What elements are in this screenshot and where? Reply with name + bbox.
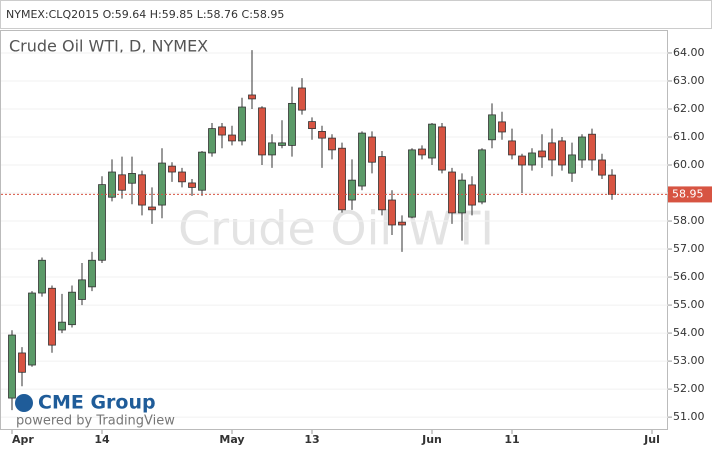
candle-body [418, 148, 426, 156]
candle-body [298, 87, 306, 111]
candle-body [128, 173, 136, 184]
candle-body [318, 131, 326, 139]
candle-body [608, 174, 616, 195]
y-tick-label: 51.00 [673, 410, 705, 423]
y-tick-label: 62.00 [673, 102, 705, 115]
logo: CME Group [38, 392, 156, 414]
candle-body [238, 106, 246, 142]
chart-title: Crude Oil WTI, D, NYMEX [9, 37, 208, 56]
candle-body [158, 162, 166, 206]
x-tick-label: Apr [12, 433, 34, 446]
candle-body [248, 94, 256, 100]
candle-body [328, 137, 336, 151]
candle-body [338, 147, 346, 211]
last-price-box [668, 186, 712, 203]
candle-body [508, 140, 516, 156]
candle-body [428, 123, 436, 159]
candle-body [398, 221, 406, 226]
candle-body [408, 149, 416, 218]
candle-body [278, 142, 286, 146]
y-tick-label: 55.00 [673, 298, 705, 311]
candle-body [198, 151, 206, 191]
candle-body [18, 352, 26, 373]
x-tick-label: 13 [304, 433, 319, 446]
candle-body [108, 171, 116, 198]
candle-body [538, 150, 546, 158]
x-tick-label: 11 [504, 433, 519, 446]
candle-body [498, 121, 506, 133]
candle-body [368, 136, 376, 163]
candle-body [488, 114, 496, 141]
x-tick-label: 14 [94, 433, 110, 446]
candle-body [28, 292, 36, 366]
candle-body [38, 259, 46, 294]
candle-body [358, 132, 366, 187]
candle-body [138, 174, 146, 206]
candle-body [78, 279, 86, 300]
candle-body [218, 126, 226, 136]
header-bar [0, 0, 712, 29]
logo-icon [15, 394, 33, 412]
candle-body [458, 179, 466, 214]
x-tick-label: Jun [421, 433, 442, 446]
candle-body [558, 140, 566, 166]
candle-body [388, 199, 396, 226]
candle-body [588, 133, 596, 161]
candle-body [448, 171, 456, 214]
candle-body [148, 206, 156, 211]
candle-body [468, 184, 476, 206]
y-tick-label: 64.00 [673, 46, 705, 59]
header-text: NYMEX:CLQ2015 O:59.64 H:59.85 L:58.76 C:… [6, 8, 284, 21]
candle-body [548, 142, 556, 161]
candle-body [598, 159, 606, 176]
candle-body [258, 107, 266, 156]
candle-body [268, 142, 276, 156]
y-tick-label: 60.00 [673, 158, 705, 171]
candle-body [438, 126, 446, 171]
candle-body [518, 155, 526, 166]
candle-body [58, 321, 66, 331]
candle-body [98, 184, 106, 261]
y-tick-label: 52.00 [673, 382, 705, 395]
candle-body [528, 152, 536, 166]
last-price-label: 58.95 [672, 187, 704, 200]
logo-subtitle: powered by TradingView [16, 414, 175, 429]
candle-body [48, 287, 56, 346]
candle-body [378, 156, 386, 211]
y-tick-label: 56.00 [673, 270, 705, 283]
y-tick-label: 63.00 [673, 74, 705, 87]
candle-body [88, 259, 96, 288]
candle-body [188, 182, 196, 188]
candle-body [228, 134, 236, 142]
candle-body [578, 136, 586, 161]
candle-body [168, 165, 176, 173]
candle-body [308, 121, 316, 129]
y-tick-label: 54.00 [673, 326, 705, 339]
candle-body [288, 102, 296, 146]
candle-body [178, 171, 186, 183]
y-tick-label: 61.00 [673, 130, 705, 143]
candle-body [568, 154, 576, 174]
candle-body [208, 128, 216, 154]
candle-body [8, 334, 16, 399]
plot [1, 50, 668, 418]
plot-frame [0, 30, 668, 430]
y-tick-label: 57.00 [673, 242, 705, 255]
candle-body [478, 149, 486, 203]
y-tick-label: 58.00 [673, 214, 705, 227]
x-tick-label: Jul [643, 433, 660, 446]
y-tick-label: 53.00 [673, 354, 705, 367]
x-tick-label: May [219, 433, 244, 446]
watermark: Crude Oil WTI [178, 202, 494, 256]
candle-body [348, 179, 356, 201]
candle-body [118, 174, 126, 191]
candle-body [68, 291, 76, 326]
